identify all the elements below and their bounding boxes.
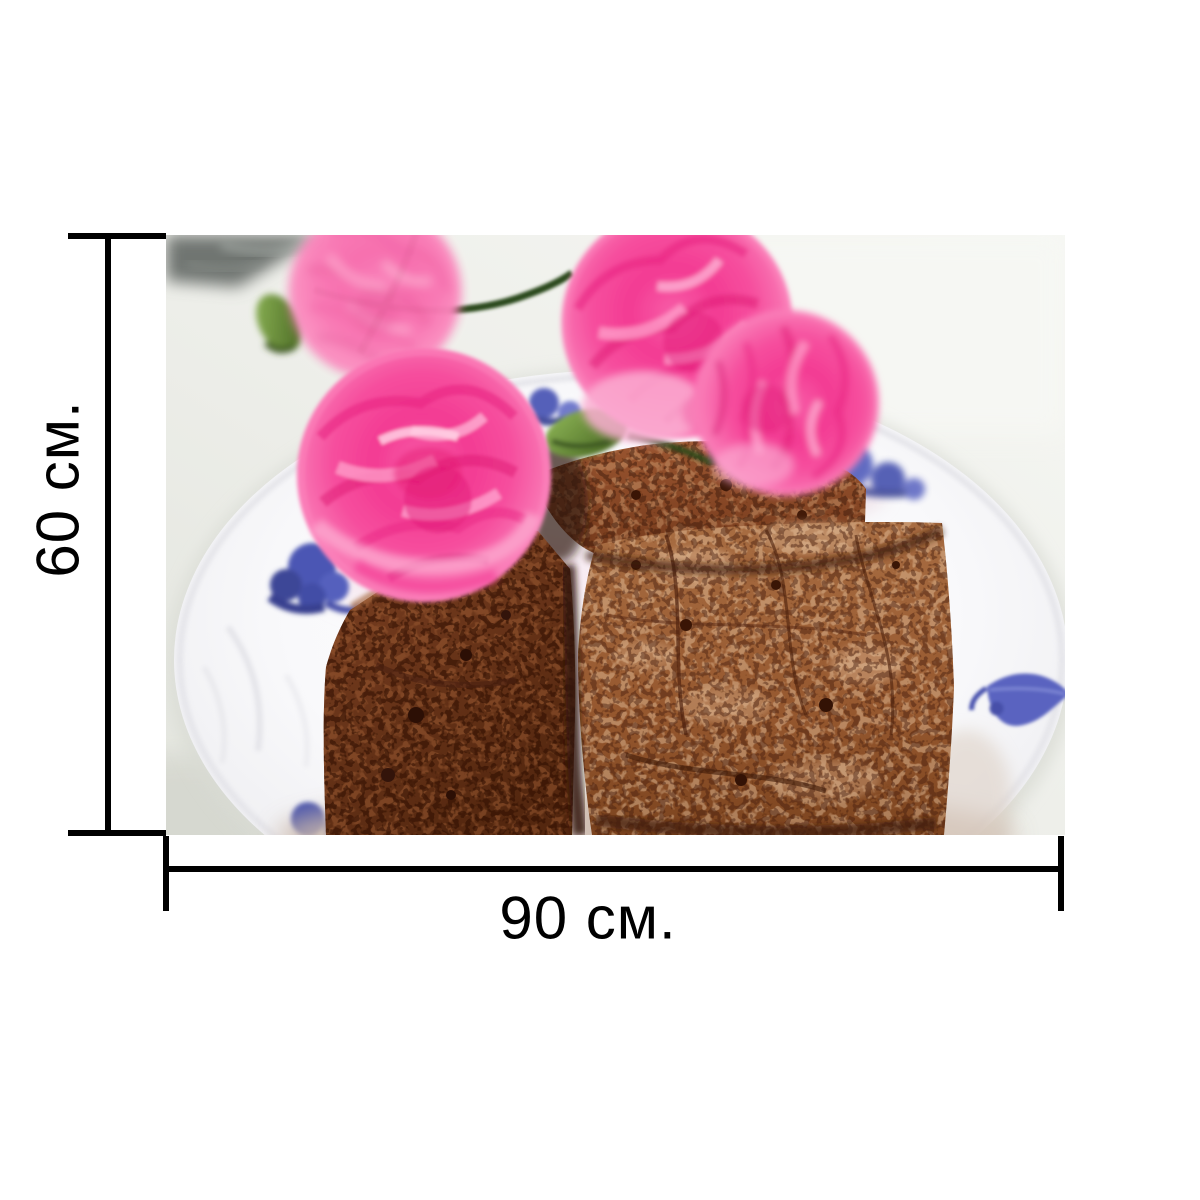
brownie-crevice: [561, 564, 587, 835]
height-dimension-tick-top: [68, 233, 166, 239]
plate-ornament-right-leaf: [969, 673, 1065, 726]
width-dimension-tick-left: [163, 836, 169, 911]
width-label: 90 см.: [499, 884, 677, 952]
width-dimension-tick-right: [1058, 836, 1064, 911]
width-dimension-line: [166, 866, 1064, 872]
carnation-right: [686, 303, 886, 503]
product-photo: [166, 235, 1065, 835]
carnation-top-left: [262, 235, 489, 405]
height-dimension-tick-bottom: [68, 830, 166, 836]
brownie-front: [578, 521, 954, 835]
photo-illustration: [166, 235, 1065, 835]
height-label: 60 см.: [24, 400, 92, 578]
brownie-left: [323, 529, 576, 835]
height-dimension-line: [105, 233, 111, 836]
plate-embossing: [225, 625, 263, 752]
carnation-center: [282, 333, 567, 618]
